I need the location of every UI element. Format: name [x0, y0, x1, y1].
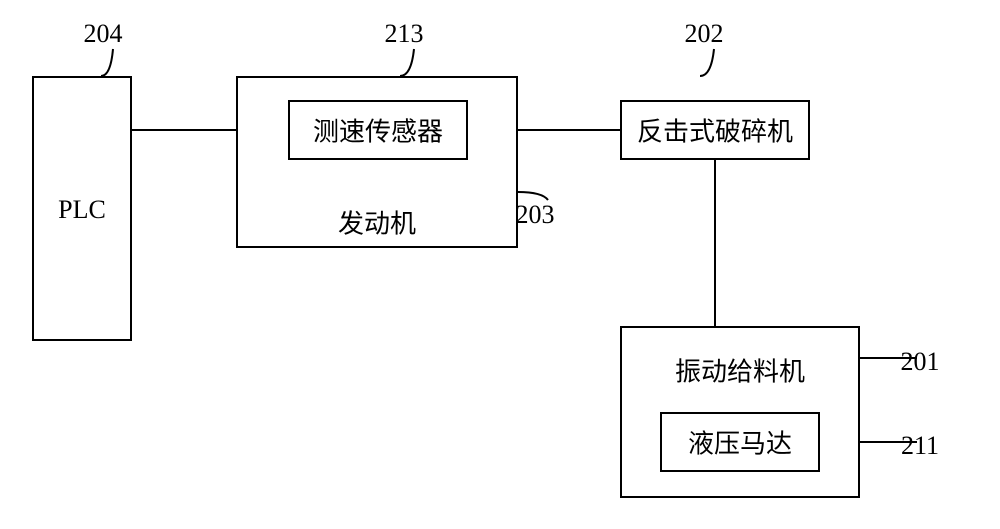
motor-ref: 211	[901, 431, 939, 461]
sensor-ref: 213	[385, 19, 424, 49]
feeder-text: 振动给料机	[675, 352, 805, 389]
crusher-ref: 202	[685, 19, 724, 49]
plc-text: PLC	[58, 195, 106, 225]
motor-text: 液压马达	[688, 424, 792, 461]
engine-text: 发动机	[338, 204, 416, 241]
plc-ref: 204	[84, 19, 123, 49]
engine-ref: 203	[516, 200, 555, 230]
feeder-ref: 201	[901, 347, 940, 377]
sensor-text: 测速传感器	[313, 112, 443, 149]
crusher-text: 反击式破碎机	[637, 112, 793, 149]
